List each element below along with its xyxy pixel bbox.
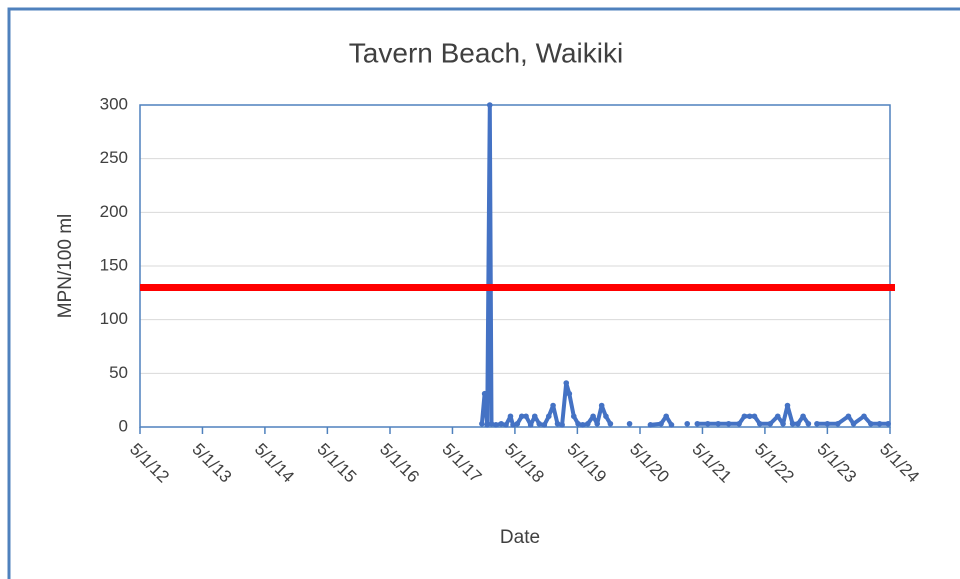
data-point [527,422,534,428]
data-point [545,413,552,420]
data-point [784,402,791,409]
data-point [647,422,654,428]
data-point [566,390,573,397]
chart-frame [7,7,960,579]
data-point [780,420,786,427]
data-point [845,413,852,420]
data-point [481,390,488,397]
y-axis-label: MPN/100 ml [55,214,76,319]
y-tick-label: 300 [100,94,128,113]
data-point [725,420,732,427]
data-point [824,420,831,427]
data-point [570,413,577,420]
data-point [493,422,499,428]
data-point [668,422,675,428]
data-point [684,420,691,427]
data-point [868,420,874,427]
data-point [663,413,669,420]
data-point [774,413,781,420]
data-point [594,420,601,427]
data-point [715,420,721,427]
data-point [541,422,548,428]
data-point [741,413,748,420]
data-point [814,420,820,427]
data-point [550,402,556,409]
data-point [590,413,596,420]
data-point [746,413,753,420]
data-point [704,420,711,427]
data-point [626,420,633,427]
data-point [510,422,516,428]
data-point [507,413,514,420]
data-point [554,420,561,427]
data-point [751,413,758,420]
y-tick-label: 100 [100,309,128,328]
x-axis-label: Date [500,527,540,548]
data-point [559,422,565,428]
data-point [850,420,857,427]
chart-title: Tavern Beach, Waikiki [349,37,623,68]
data-point [756,420,763,427]
data-point [486,102,493,108]
data-point [488,420,495,427]
data-point [579,422,586,428]
data-point [876,420,883,427]
data-point [607,420,614,427]
data-point [598,402,605,409]
data-point [885,420,891,427]
data-point [800,413,806,420]
y-tick-label: 0 [119,416,128,435]
data-point [479,420,485,427]
data-point [861,413,867,420]
y-tick-label: 50 [109,363,128,382]
data-point [603,413,609,420]
data-point [795,420,801,427]
data-point [694,420,701,427]
data-point [767,420,774,427]
data-point [514,420,521,427]
data-point [484,422,490,428]
data-point [805,420,812,427]
data-point [518,413,525,420]
data-point [658,420,664,427]
data-point [575,420,581,427]
data-point [736,420,742,427]
y-tick-label: 200 [100,202,128,221]
data-point [536,420,543,427]
data-point [523,413,529,420]
data-point [789,420,796,427]
data-point [835,420,841,427]
data-point [563,380,570,386]
y-tick-label: 150 [100,255,128,274]
data-point [498,420,505,427]
data-point [503,422,509,428]
data-point [585,420,591,427]
y-tick-label: 250 [100,148,128,167]
data-point [531,413,538,420]
